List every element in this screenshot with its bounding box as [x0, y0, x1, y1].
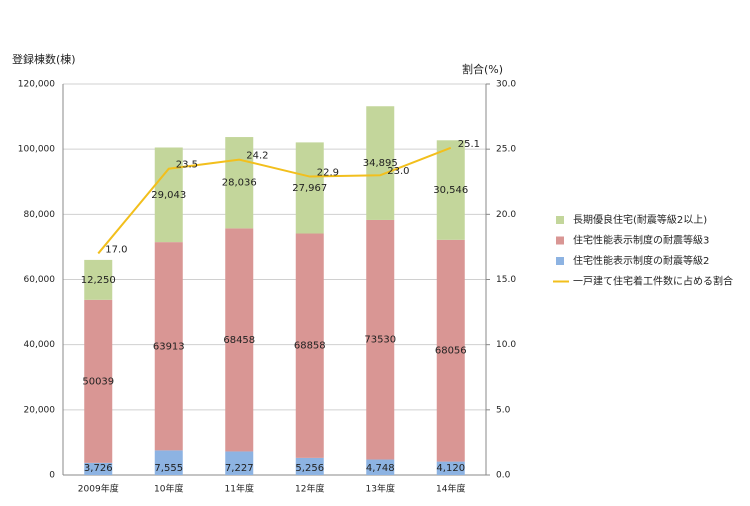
value-label: 68056	[435, 346, 467, 357]
value-label: 68858	[294, 341, 326, 352]
value-label: 34,895	[363, 158, 398, 169]
line-label: 25.1	[458, 139, 480, 150]
legend-marker	[556, 257, 564, 265]
bar-segment	[436, 461, 465, 475]
bar-segment	[366, 459, 395, 475]
bar-segment	[225, 228, 254, 452]
bar-segment	[225, 137, 254, 229]
line	[97, 146, 452, 255]
y2-tick-label: 15.0	[496, 275, 516, 285]
value-label: 27,967	[292, 183, 327, 194]
bar-segment	[84, 299, 113, 463]
legend-marker	[556, 236, 564, 245]
bar-segment	[84, 462, 113, 475]
bar-segment	[366, 106, 395, 220]
line-label: 23.0	[387, 166, 409, 177]
value-label: 68458	[223, 335, 255, 346]
y2-tick-label: 25.0	[496, 145, 516, 155]
value-label: 7,227	[225, 463, 254, 474]
y-tick-label: 40,000	[24, 340, 56, 350]
x-tick-label: 12年度	[295, 483, 324, 495]
value-label: 3,726	[84, 463, 113, 474]
legend-marker	[556, 216, 564, 224]
y-tick-label: 120,000	[18, 80, 55, 90]
y2-tick-label: 0.0	[496, 471, 511, 481]
bar-segment	[436, 140, 465, 240]
legend-label: 住宅性能表示制度の耐震等級3	[573, 234, 709, 247]
y2-tick-label: 10.0	[496, 340, 516, 350]
legend-label: 住宅性能表示制度の耐震等級2	[573, 254, 709, 267]
y-tick-label: 0	[49, 471, 55, 481]
value-label: 5,256	[295, 463, 324, 474]
bar-segment	[295, 457, 324, 475]
x-tick-label: 10年度	[154, 483, 183, 495]
bar-segment	[225, 451, 254, 475]
y-tick-label: 80,000	[24, 210, 56, 220]
bar-segment	[366, 219, 395, 460]
line-label: 22.9	[317, 168, 339, 179]
bar-segment	[436, 239, 465, 462]
bar-segment	[84, 259, 113, 300]
y-axis-title: 登録棟数(棟)	[12, 52, 76, 66]
bar-segment	[154, 450, 183, 475]
line-label: 23.5	[176, 160, 198, 171]
value-label: 7,555	[154, 463, 183, 474]
value-label: 73530	[364, 335, 396, 346]
bar-segment	[295, 142, 324, 234]
value-label: 4,120	[436, 463, 465, 474]
bar-segment	[154, 242, 183, 451]
x-tick-label: 2009年度	[78, 483, 119, 495]
y2-tick-label: 5.0	[496, 405, 511, 415]
legend-label: 一戸建て住宅着工件数に占める割合	[573, 275, 733, 288]
x-tick-label: 13年度	[366, 483, 395, 495]
bar-segment	[154, 147, 183, 243]
value-label: 63913	[153, 341, 185, 352]
value-label: 28,036	[222, 178, 257, 189]
line-label: 24.2	[246, 151, 268, 162]
legend-label: 長期優良住宅(耐震等級2以上)	[573, 213, 707, 226]
y-tick-label: 100,000	[18, 145, 55, 155]
value-label: 50039	[82, 376, 114, 387]
y2-tick-label: 30.0	[496, 80, 516, 90]
line-label: 17.0	[105, 244, 127, 255]
value-label: 29,043	[151, 190, 186, 201]
y2-tick-label: 20.0	[496, 210, 516, 220]
y-tick-label: 60,000	[24, 275, 56, 285]
bar-segment	[295, 233, 324, 458]
value-label: 30,546	[433, 185, 468, 196]
value-label: 12,250	[81, 275, 116, 286]
y-tick-label: 20,000	[24, 405, 56, 415]
value-label: 4,748	[366, 463, 395, 474]
y2-axis-title: 割合(%)	[462, 62, 503, 76]
x-tick-label: 11年度	[225, 483, 254, 495]
x-tick-label: 14年度	[436, 483, 465, 495]
